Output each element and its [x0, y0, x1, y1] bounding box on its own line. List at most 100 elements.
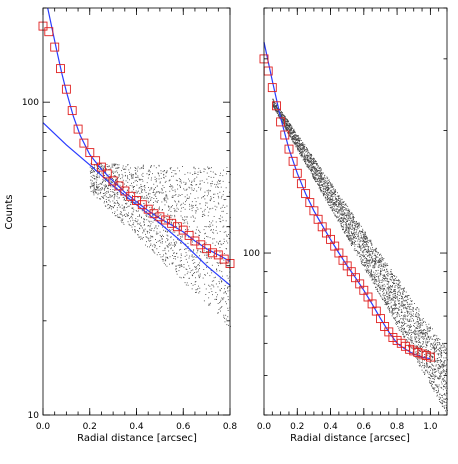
- right-pixel-point: [376, 284, 378, 285]
- left-pixel-point: [203, 181, 205, 183]
- right-pixel-point: [306, 165, 308, 167]
- right-pixel-point: [401, 288, 403, 290]
- left-pixel-point: [139, 187, 141, 189]
- left-pixel-point: [171, 222, 172, 224]
- right-pixel-point: [303, 148, 305, 150]
- right-pixel-point: [313, 176, 315, 178]
- right-pixel-point: [346, 224, 348, 226]
- left-pixel-point: [125, 203, 126, 204]
- left-pixel-point: [140, 184, 142, 186]
- right-pixel-point: [297, 139, 298, 141]
- right-pixel-point: [422, 360, 423, 362]
- right-pixel-point: [334, 202, 335, 203]
- left-pixel-point: [151, 187, 153, 189]
- left-pixel-point: [90, 175, 92, 177]
- left-pixel-point: [217, 312, 219, 314]
- left-profile-marker: [184, 230, 194, 240]
- right-pixel-point: [289, 132, 291, 134]
- left-pixel-point: [180, 265, 182, 267]
- right-pixel-point: [359, 252, 361, 254]
- right-pixel-point: [408, 345, 410, 347]
- left-pixel-point: [219, 240, 221, 242]
- left-pixel-point: [153, 202, 154, 203]
- left-pixel-point: [199, 183, 201, 184]
- right-pixel-point: [284, 124, 286, 125]
- right-pixel-point: [437, 360, 439, 361]
- right-pixel-point: [299, 137, 301, 139]
- right-pixel-point: [432, 347, 434, 349]
- right-pixel-point: [286, 122, 288, 124]
- left-pixel-point: [106, 191, 108, 192]
- left-pixel-point: [107, 184, 109, 186]
- right-pixel-point: [432, 375, 434, 377]
- right-pixel-point: [290, 134, 292, 136]
- right-pixel-point: [349, 218, 351, 220]
- left-pixel-point: [187, 242, 189, 244]
- left-profile-marker: [73, 124, 83, 134]
- right-pixel-point: [396, 321, 398, 323]
- right-pixel-point: [350, 240, 352, 242]
- right-pixel-point: [437, 391, 439, 393]
- right-pixel-point: [289, 129, 291, 131]
- left-pixel-point: [217, 183, 219, 185]
- right-pixel-point: [336, 210, 337, 212]
- left-pixel-point: [167, 213, 169, 215]
- left-pixel-point: [156, 178, 158, 180]
- right-pixel-point: [375, 256, 377, 258]
- right-pixel-point: [393, 308, 395, 310]
- left-pixel-point: [154, 245, 156, 247]
- left-pixel-point: [114, 215, 116, 217]
- left-pixel-point: [212, 220, 214, 222]
- right-pixel-point: [351, 222, 353, 224]
- right-pixel-point: [416, 312, 418, 313]
- left-pixel-point: [103, 188, 105, 190]
- right-pixel-point: [363, 250, 365, 251]
- left-pixel-point: [148, 174, 150, 176]
- right-pixel-point: [423, 341, 424, 343]
- left-pixel-point: [199, 232, 201, 233]
- right-pixel-point: [346, 212, 348, 214]
- left-pixel-point: [217, 303, 219, 304]
- right-pixel-point: [398, 327, 400, 329]
- left-pixel-point: [149, 196, 151, 198]
- right-pixel-point: [441, 352, 442, 354]
- left-pixel-point: [181, 260, 182, 261]
- left-pixel-point: [185, 201, 186, 203]
- right-pixel-point: [370, 273, 372, 275]
- right-pixel-point: [302, 144, 303, 146]
- right-pixel-point: [331, 207, 333, 209]
- right-pixel-point: [341, 206, 343, 208]
- right-pixel-point: [388, 293, 390, 295]
- left-pixel-point: [194, 272, 195, 273]
- left-pixel-point: [162, 234, 163, 236]
- right-pixel-point: [422, 343, 423, 345]
- right-pixel-point: [306, 148, 308, 150]
- right-pixel-point: [290, 135, 292, 137]
- left-pixel-point: [186, 189, 187, 191]
- left-pixel-point: [135, 221, 137, 223]
- left-pixel-point: [156, 202, 158, 203]
- left-pixel-point: [170, 236, 172, 238]
- left-pixel-point: [104, 194, 106, 196]
- right-pixel-point: [368, 251, 370, 253]
- left-pixel-point: [199, 273, 201, 275]
- right-pixel-point: [427, 341, 429, 342]
- left-pixel-point: [197, 197, 199, 199]
- right-pixel-point: [297, 150, 299, 152]
- right-pixel-point: [273, 106, 275, 108]
- right-pixel-point: [403, 304, 405, 306]
- right-pixel-point: [387, 301, 389, 303]
- right-pixel-point: [419, 330, 420, 331]
- left-pixel-point: [221, 280, 223, 282]
- left-ticks: [42, 7, 231, 416]
- left-pixel-point: [184, 189, 186, 191]
- right-pixel-point: [287, 121, 289, 123]
- right-pixel-point: [329, 188, 331, 190]
- right-pixel-point: [349, 234, 351, 236]
- left-pixel-point: [211, 284, 213, 286]
- right-pixel-point: [350, 237, 351, 239]
- right-pixel-point: [336, 208, 338, 210]
- right-pixel-point: [387, 281, 389, 282]
- left-pixel-point: [90, 182, 92, 184]
- right-pixel-point: [295, 137, 296, 138]
